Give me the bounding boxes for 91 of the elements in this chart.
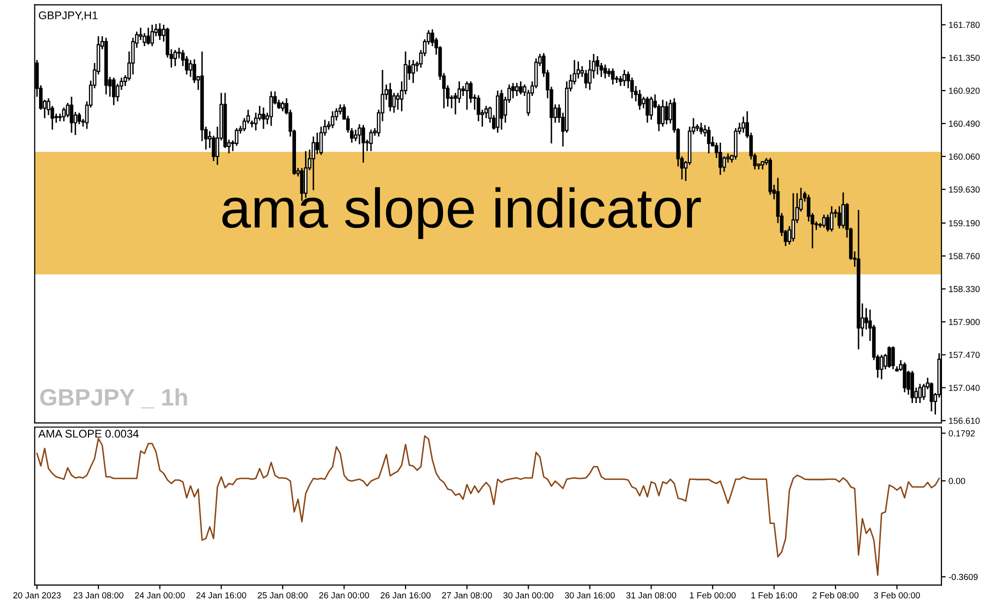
candlestick xyxy=(354,128,358,142)
x-tick-label: 26 Jan 00:00 xyxy=(319,592,370,598)
y-tick-label: 158.760 xyxy=(949,253,980,260)
candlestick xyxy=(312,136,316,191)
candlestick xyxy=(646,96,650,124)
x-tick-label: 24 Jan 16:00 xyxy=(196,592,246,598)
candlestick xyxy=(411,59,415,84)
candlestick xyxy=(511,82,515,99)
candlestick xyxy=(841,192,845,230)
candlestick xyxy=(838,206,842,230)
candlestick xyxy=(664,100,668,125)
candlestick xyxy=(930,382,934,412)
candlestick xyxy=(891,346,895,370)
y-tick-label: 157.470 xyxy=(949,352,980,358)
candlestick xyxy=(584,69,588,89)
y-tick-label: 157.900 xyxy=(949,318,980,326)
candlestick xyxy=(392,92,396,114)
candlestick xyxy=(918,383,922,404)
candlestick xyxy=(142,32,146,47)
candlestick xyxy=(158,22,162,41)
candlestick xyxy=(638,89,642,110)
candlestick xyxy=(280,100,284,112)
y-tick-label: 159.190 xyxy=(949,220,980,226)
y-tick-label: 0.1792 xyxy=(948,430,975,436)
candlestick xyxy=(112,76,116,106)
x-tick-label: 26 Jan 16:00 xyxy=(380,592,430,598)
candlestick xyxy=(396,92,400,110)
x-tick-label: 30 Jan 00:00 xyxy=(503,592,554,598)
y-tick-label: 156.610 xyxy=(949,418,980,424)
candlestick xyxy=(722,156,726,172)
y-tick-label: 159.630 xyxy=(949,186,980,193)
candlestick xyxy=(622,69,626,87)
candlestick xyxy=(358,124,362,145)
candlestick xyxy=(77,112,81,125)
candlestick xyxy=(173,49,177,67)
candlestick xyxy=(262,106,266,130)
x-tick-label: 20 Jan 2023 xyxy=(13,592,61,598)
candlestick xyxy=(822,214,826,228)
candlestick xyxy=(603,64,607,80)
candlestick xyxy=(880,354,884,380)
x-tick-label: 1 Feb 16:00 xyxy=(751,592,798,598)
band-label: ama slope indicator xyxy=(222,187,701,239)
candlestick xyxy=(369,128,373,152)
y-tick-label: 160.920 xyxy=(949,88,980,94)
y-tick-label: 160.060 xyxy=(949,154,980,160)
candlestick xyxy=(887,346,892,368)
candlestick xyxy=(461,85,465,97)
text: GBPJPY,H1 xyxy=(38,11,98,21)
candlestick xyxy=(150,24,154,47)
y-tick-label: 161.350 xyxy=(949,54,980,61)
candlestick xyxy=(465,80,469,110)
candlestick xyxy=(269,90,273,127)
candlestick xyxy=(791,192,796,242)
x-tick-label: 25 Jan 08:00 xyxy=(258,592,308,598)
candlestick xyxy=(515,82,519,97)
candlestick xyxy=(742,116,746,134)
candlestick xyxy=(830,206,834,232)
candlestick xyxy=(596,55,600,76)
candlestick xyxy=(62,106,66,122)
candlestick xyxy=(826,214,830,232)
x-tick-label: 23 Jan 08:00 xyxy=(74,592,124,598)
x-tick-label: 2 Feb 08:00 xyxy=(812,592,859,598)
candlestick xyxy=(718,142,722,176)
candlestick xyxy=(362,124,366,164)
candlestick xyxy=(699,122,703,135)
y-tick-label: 160.490 xyxy=(949,120,980,127)
candlestick xyxy=(388,82,392,112)
candlestick xyxy=(518,80,522,96)
candlestick xyxy=(330,110,334,129)
x-tick-label: 31 Jan 08:00 xyxy=(626,592,676,598)
candlestick xyxy=(212,135,216,162)
x-tick-label: 1 Feb 00:00 xyxy=(690,592,736,598)
annotation: GBPJPY _ 1h xyxy=(40,388,187,408)
y-tick-label: 158.330 xyxy=(949,286,980,292)
candlestick xyxy=(660,99,665,128)
candlestick xyxy=(70,96,74,134)
x-tick-label: 30 Jan 16:00 xyxy=(564,592,615,598)
x-tick-label: 27 Jan 08:00 xyxy=(442,592,492,598)
y-tick-label: 161.780 xyxy=(949,22,980,28)
y-tick-label: -0.3609 xyxy=(948,574,978,580)
candlestick xyxy=(146,27,150,46)
chart-title: AMA SLOPE 0.0034 xyxy=(38,430,139,438)
candlestick xyxy=(611,68,615,86)
y-tick-label: 0.00 xyxy=(948,478,966,484)
candlestick xyxy=(649,96,654,120)
y-tick-label: 157.040 xyxy=(949,384,980,391)
candlestick xyxy=(454,92,458,116)
candlestick xyxy=(902,362,906,393)
candlestick xyxy=(707,126,711,154)
x-tick-label: 24 Jan 00:00 xyxy=(134,592,185,598)
x-tick-label: 3 Feb 00:00 xyxy=(874,592,920,598)
